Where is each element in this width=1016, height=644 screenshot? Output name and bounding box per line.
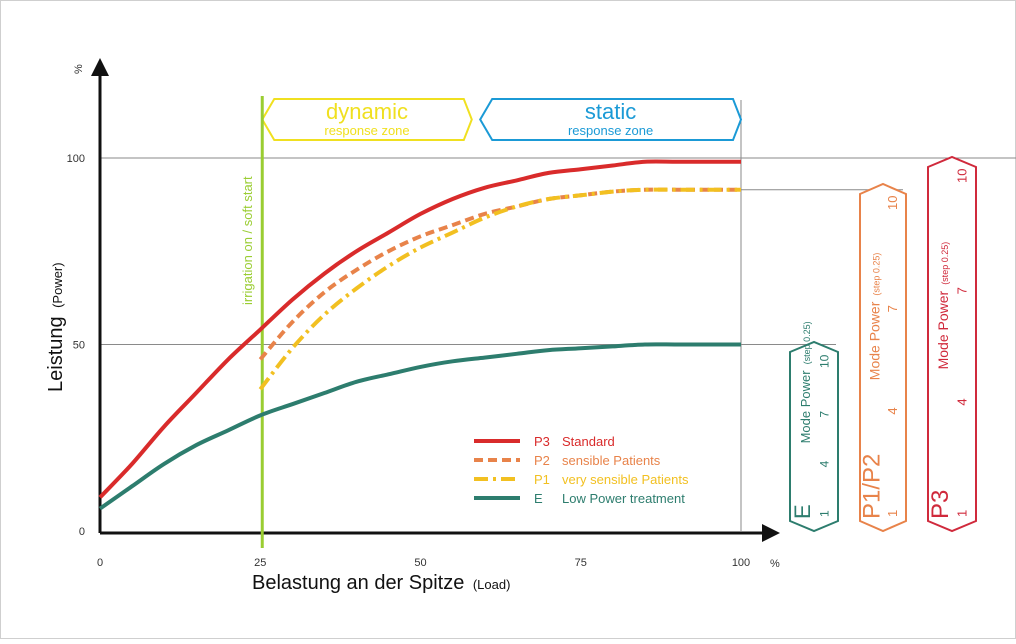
mode-panel-step: (step 0.25)	[802, 321, 812, 364]
mode-panel-code: P3	[927, 490, 954, 519]
x-tick-label: 0	[97, 557, 103, 569]
mode-panel-title: Mode Power (step 0.25)	[798, 321, 813, 443]
y-tick-label: 100	[67, 153, 85, 165]
x-axis-title: Belastung an der Spitze (Load)	[252, 572, 510, 594]
mode-panel-step: (step 0.25)	[940, 242, 950, 285]
mode-panel-outline	[927, 155, 977, 533]
axes	[91, 58, 780, 542]
x-tick-label: 50	[414, 557, 426, 569]
mode-panel-tick: 7	[954, 287, 969, 294]
mode-panel-tick: 10	[817, 354, 831, 368]
mode-panel-tick: 1	[954, 510, 969, 517]
mode-panel-code: P1/P2	[858, 454, 885, 519]
mode-panel-tick: 4	[885, 407, 900, 414]
mode-panel-tick: 10	[885, 196, 900, 210]
legend-code: E	[534, 491, 543, 506]
zone-title: static	[585, 99, 636, 124]
mode-panel-tick: 7	[885, 305, 900, 312]
mode-panel-tick: 4	[954, 398, 969, 405]
y-axis-arrow	[91, 58, 109, 76]
x-axis-unit: %	[770, 558, 780, 570]
legend-code: P3	[534, 434, 550, 449]
x-tick-label: 75	[575, 557, 587, 569]
legend: P3 Standard P2 sensible Patients P1 very sens…	[474, 434, 689, 506]
mode-panel-tick: 7	[817, 411, 831, 418]
series-lines	[98, 159, 741, 511]
zone-static-box	[479, 98, 743, 141]
zone-title: dynamic	[326, 99, 408, 124]
y-tick-label: 50	[73, 340, 85, 352]
soft-start-marker: irrigation on / soft start	[240, 96, 264, 548]
mode-panel-title: Mode Power (step 0.25)	[866, 253, 882, 381]
mode-panel-p3: P3 Mode Power (step 0.25) 1 4 7 10	[927, 155, 977, 533]
mode-panel-code: E	[790, 504, 815, 519]
mode-panel-step: (step 0.25)	[871, 253, 881, 296]
mode-panel-outline	[859, 182, 907, 533]
y-axis-unit: %	[73, 64, 85, 74]
x-axis-label-unit: (Load)	[473, 577, 511, 592]
mode-panel-tick: 1	[885, 510, 900, 517]
mode-panel-p1-p2: P1/P2 Mode Power (step 0.25) 1 4 7 10	[858, 182, 907, 533]
legend-label: Standard	[562, 434, 615, 449]
y-axis-label-unit: (Power)	[50, 262, 65, 308]
series-line-p1	[258, 187, 741, 391]
mode-panel-tick: 10	[954, 169, 969, 183]
legend-code: P1	[534, 472, 550, 487]
legend-label: Low Power treatment	[562, 491, 685, 506]
tick-labels: 0 25 50 75 100 0 50 100	[67, 153, 751, 569]
mode-panel-title-text: Mode Power	[935, 290, 951, 369]
mode-power-panels: E Mode Power (step 0.25) 1 4 7 10 P1/P2 Mode Pow…	[789, 155, 977, 533]
x-axis-arrow	[762, 524, 780, 542]
mode-panel-title-text: Mode Power	[798, 370, 813, 444]
zone-subtitle: response zone	[568, 123, 653, 138]
mode-panel-title-text: Mode Power	[866, 301, 882, 380]
x-tick-label: 25	[254, 557, 266, 569]
y-tick-label: 0	[79, 526, 85, 538]
mode-panel-tick: 4	[817, 460, 831, 467]
legend-label: sensible Patients	[562, 453, 661, 468]
mode-panel-e: E Mode Power (step 0.25) 1 4 7 10	[789, 321, 839, 533]
mode-panel-tick: 1	[817, 510, 831, 517]
mode-panel-outline	[789, 340, 839, 533]
legend-code: P2	[534, 453, 550, 468]
x-axis-label: Belastung an der Spitze	[252, 572, 464, 594]
mode-panel-title: Mode Power (step 0.25)	[935, 242, 951, 370]
x-tick-label: 100	[732, 557, 750, 569]
soft-start-label: irrigation on / soft start	[240, 176, 255, 305]
legend-label: very sensible Patients	[562, 472, 689, 487]
series-line-p3	[98, 159, 741, 499]
y-axis-title: Leistung (Power)	[45, 262, 67, 392]
y-axis-label: Leistung	[45, 316, 67, 392]
zone-subtitle: response zone	[324, 123, 409, 138]
series-line-e	[98, 342, 741, 511]
